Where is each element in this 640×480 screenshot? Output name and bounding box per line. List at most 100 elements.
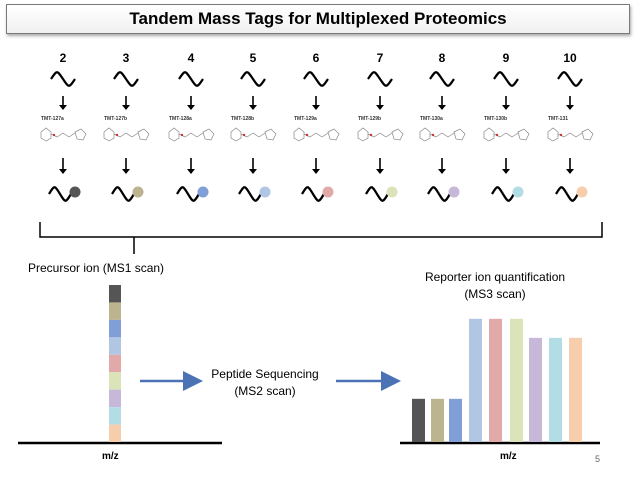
sequencing-label: Peptide Sequencing (MS2 scan): [190, 366, 340, 400]
precursor-segment: [109, 354, 121, 373]
tag-structure-ring-icon: [581, 128, 594, 141]
reporter-label-line2: (MS3 scan): [464, 287, 526, 301]
arrow-to-tag-head: [312, 105, 320, 110]
reporter-bar: [549, 337, 562, 442]
ms1-axis-label: m/z: [102, 451, 119, 462]
tag-structure-ring-icon: [327, 128, 340, 141]
tag-structure-chain-icon: [240, 132, 266, 138]
tag-structure-chain-icon: [113, 132, 139, 138]
tag-structure-ring-icon: [391, 128, 404, 141]
peptide-wave-icon: [303, 71, 329, 87]
tagged-peptide-wave-icon: [555, 186, 579, 202]
arrow-to-tag-head: [502, 105, 510, 110]
tag-atom-icon: [115, 133, 119, 137]
peptide-wave-icon: [557, 71, 583, 87]
tagged-peptide-wave-icon: [48, 186, 72, 202]
reporter-tag-dot: [132, 186, 144, 198]
tagged-peptide-wave-icon: [238, 186, 262, 202]
peptide-wave-icon: [113, 71, 139, 87]
tagged-peptide-wave-icon: [301, 186, 325, 202]
peptide-wave-icon: [178, 71, 204, 87]
precursor-segment: [109, 407, 121, 425]
tag-structure-chain-icon: [367, 132, 393, 138]
tagged-peptide-wave-icon: [427, 186, 451, 202]
reporter-tag-dot: [448, 186, 460, 198]
precursor-label: Precursor ion (MS1 scan): [28, 261, 165, 275]
tag-label: TMT-128b: [231, 116, 255, 122]
precursor-segment: [109, 285, 121, 303]
arrow-to-tag-head: [122, 105, 130, 110]
tag-structure-ring-icon: [137, 128, 150, 141]
tag-atom-icon: [495, 133, 499, 137]
reporter-tag-dot: [197, 186, 209, 198]
reporter-label: Reporter ion quantification (MS3 scan): [400, 269, 590, 303]
tag-structure-chain-icon: [429, 132, 455, 138]
tag-structure-ring-icon: [547, 127, 559, 142]
reporter-tag-dot: [322, 186, 334, 198]
tag-atom-icon: [242, 133, 246, 137]
reporter-bar: [510, 318, 523, 442]
tag-label: TMT-128a: [169, 116, 192, 122]
arrow-to-tag-head: [566, 105, 574, 110]
arrow-to-tagged-head: [59, 169, 67, 174]
channel-number: 10: [563, 51, 577, 65]
peptide-wave-icon: [493, 71, 519, 87]
tag-atom-icon: [52, 133, 56, 137]
tag-structure-ring-icon: [264, 128, 277, 141]
tag-structure-ring-icon: [74, 128, 87, 141]
peptide-wave-icon: [367, 71, 393, 87]
tag-structure-ring-icon: [483, 127, 495, 142]
tag-structure-ring-icon: [40, 127, 52, 142]
ms3-axis-label: m/z: [500, 451, 517, 462]
reporter-tag-dot: [576, 186, 588, 198]
slide-title: Tandem Mass Tags for Multiplexed Proteom…: [129, 9, 507, 28]
tag-label: TMT-129a: [294, 116, 317, 122]
arrow-to-tag-head: [438, 105, 446, 110]
sequencing-label-line2: (MS2 scan): [234, 384, 296, 398]
tag-structure-ring-icon: [453, 128, 466, 141]
tag-atom-icon: [369, 133, 373, 137]
tag-atom-icon: [431, 133, 435, 137]
reporter-tag-dot: [69, 186, 81, 198]
tag-atom-icon: [180, 133, 184, 137]
tag-structure-ring-icon: [293, 127, 305, 142]
tagged-peptide-wave-icon: [176, 186, 200, 202]
tag-structure-ring-icon: [517, 128, 530, 141]
arrow-to-tag-head: [376, 105, 384, 110]
reporter-tag-dot: [512, 186, 524, 198]
tag-label: TMT-129b: [358, 116, 382, 122]
tag-label: TMT-127a: [41, 116, 64, 122]
arrow-to-tagged-head: [312, 169, 320, 174]
reporter-bar: [412, 398, 425, 442]
channel-number: 5: [249, 51, 257, 65]
precursor-segment: [109, 302, 121, 320]
reporter-bar: [469, 318, 482, 442]
arrow-to-tagged-head: [502, 169, 510, 174]
arrow-to-tagged-head: [249, 169, 257, 174]
tag-structure-chain-icon: [493, 132, 519, 138]
reporter-label-line1: Reporter ion quantification: [424, 270, 566, 284]
reporter-tag-dot: [259, 186, 271, 198]
peptide-wave-icon: [50, 71, 76, 87]
precursor-segment: [109, 389, 121, 408]
arrow-to-tagged-head: [566, 169, 574, 174]
tag-label: TMT-130a: [420, 116, 443, 122]
arrow-to-tagged-head: [187, 169, 195, 174]
channel-number: 2: [59, 51, 67, 65]
arrow-to-tag-head: [249, 105, 257, 110]
reporter-bar: [449, 398, 462, 442]
tag-label: TMT-131: [548, 116, 569, 122]
tag-label: TMT-127b: [104, 116, 128, 122]
reporter-bar: [431, 398, 444, 442]
tag-structure-chain-icon: [50, 132, 76, 138]
precursor-segment: [109, 372, 121, 390]
arrow-to-tagged-head: [376, 169, 384, 174]
tag-structure-chain-icon: [178, 132, 204, 138]
tag-structure-ring-icon: [103, 127, 115, 142]
tag-atom-icon: [305, 133, 309, 137]
reporter-bar: [529, 337, 542, 442]
tag-structure-ring-icon: [230, 127, 242, 142]
precursor-segment: [109, 337, 121, 355]
tagged-peptide-wave-icon: [111, 186, 135, 202]
tag-structure-chain-icon: [303, 132, 329, 138]
